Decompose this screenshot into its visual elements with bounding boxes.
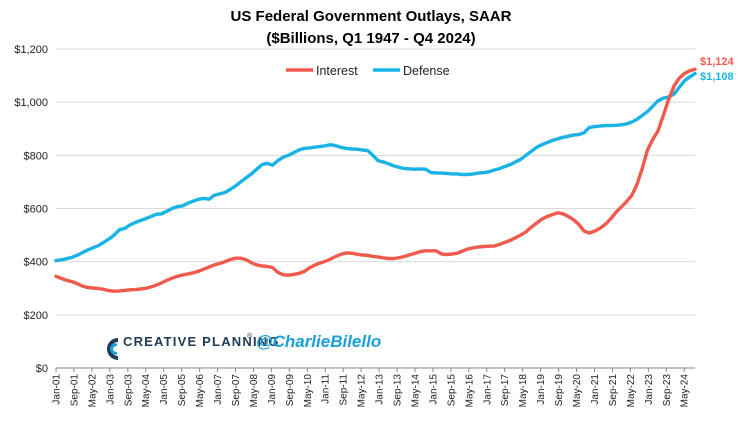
x-tick-label: May-02: [87, 374, 98, 408]
watermark: CREATIVE PLANNING ® @CharlieBilello: [107, 332, 381, 360]
x-tick-label: Sep-15: [446, 374, 457, 407]
legend-label-interest: Interest: [316, 64, 358, 78]
y-tick-label: $800: [24, 150, 48, 162]
y-tick-label: $600: [24, 204, 48, 216]
x-tick-label: Sep-13: [393, 374, 404, 407]
y-tick-label: $1,200: [14, 44, 48, 56]
x-tick-label: Jan-17: [482, 374, 493, 405]
x-tick-label: May-22: [626, 374, 637, 408]
x-tick-label: May-08: [249, 374, 260, 408]
x-tick-label: Sep-21: [608, 374, 619, 407]
x-tick-label: Jan-13: [375, 374, 386, 405]
series-line-interest: [54, 67, 697, 293]
x-tick-label: Sep-17: [500, 374, 511, 407]
x-tick-label: May-20: [572, 374, 583, 408]
legend-label-defense: Defense: [403, 64, 450, 78]
x-tick-label: Sep-11: [339, 374, 350, 406]
x-tick-label: Jan-09: [267, 374, 278, 405]
series-group: [54, 67, 697, 293]
chart-subtitle: ($Billions, Q1 1947 - Q4 2024): [266, 30, 475, 47]
x-tick-label: Sep-07: [231, 374, 242, 407]
x-tick-label: Sep-23: [662, 374, 673, 407]
x-tick-label: Jan-11: [321, 374, 332, 404]
x-tick-label: Jan-19: [536, 374, 547, 405]
x-tick-label: May-18: [518, 374, 529, 408]
chart-title: US Federal Government Outlays, SAAR: [231, 8, 512, 25]
x-tick-label: Jan-01: [52, 374, 63, 405]
y-axis: $0 $200 $400 $600 $800 $1,000 $1,200: [14, 44, 48, 375]
x-axis: Jan-01 Sep-01 May-02 Jan-03 Sep-03 May-04 Jan-…: [52, 367, 695, 408]
gridlines: [56, 48, 695, 369]
x-tick-label: Jan-05: [159, 374, 170, 405]
x-tick-label: Jan-15: [428, 374, 439, 405]
x-tick-label: Sep-19: [554, 374, 565, 407]
y-tick-label: $200: [24, 310, 48, 322]
legend: Interest Defense: [286, 64, 450, 78]
brand-trademark: ®: [247, 332, 253, 340]
y-tick-label: $400: [24, 257, 48, 269]
x-tick-label: May-24: [680, 374, 691, 408]
x-tick-label: May-06: [195, 374, 206, 408]
y-tick-label: $1,000: [14, 97, 48, 109]
x-tick-label: May-04: [141, 374, 152, 408]
x-tick-label: May-12: [357, 374, 368, 408]
x-tick-label: Jan-03: [105, 374, 116, 405]
x-tick-label: Sep-05: [177, 374, 188, 407]
end-label-interest: $1,124: [700, 56, 735, 68]
x-tick-label: May-10: [303, 374, 314, 408]
x-tick-label: Sep-01: [69, 374, 80, 407]
brand-name: CREATIVE PLANNING: [123, 334, 280, 349]
series-line-defense: [54, 71, 697, 263]
x-tick-label: Sep-03: [123, 374, 134, 407]
y-tick-label: $0: [36, 363, 48, 375]
x-tick-label: Jan-23: [644, 374, 655, 405]
creative-planning-logo-icon: [107, 338, 119, 360]
social-handle: @CharlieBilello: [256, 332, 381, 351]
x-tick-label: Jan-07: [213, 374, 224, 405]
x-tick-label: Sep-09: [285, 374, 296, 407]
end-label-defense: $1,108: [700, 71, 734, 83]
x-tick-label: May-16: [464, 374, 475, 408]
x-tick-label: Jan-21: [590, 374, 601, 405]
x-tick-label: May-14: [410, 374, 421, 408]
